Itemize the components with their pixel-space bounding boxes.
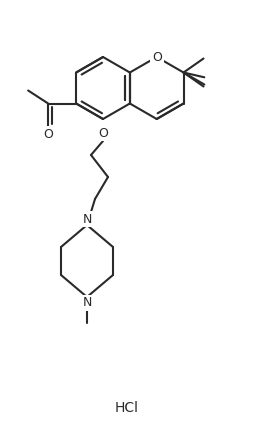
Text: N: N [82, 212, 92, 226]
Text: O: O [98, 127, 108, 139]
Text: O: O [43, 128, 53, 141]
Text: O: O [152, 51, 162, 63]
Text: N: N [82, 297, 92, 309]
Text: HCl: HCl [115, 401, 139, 415]
